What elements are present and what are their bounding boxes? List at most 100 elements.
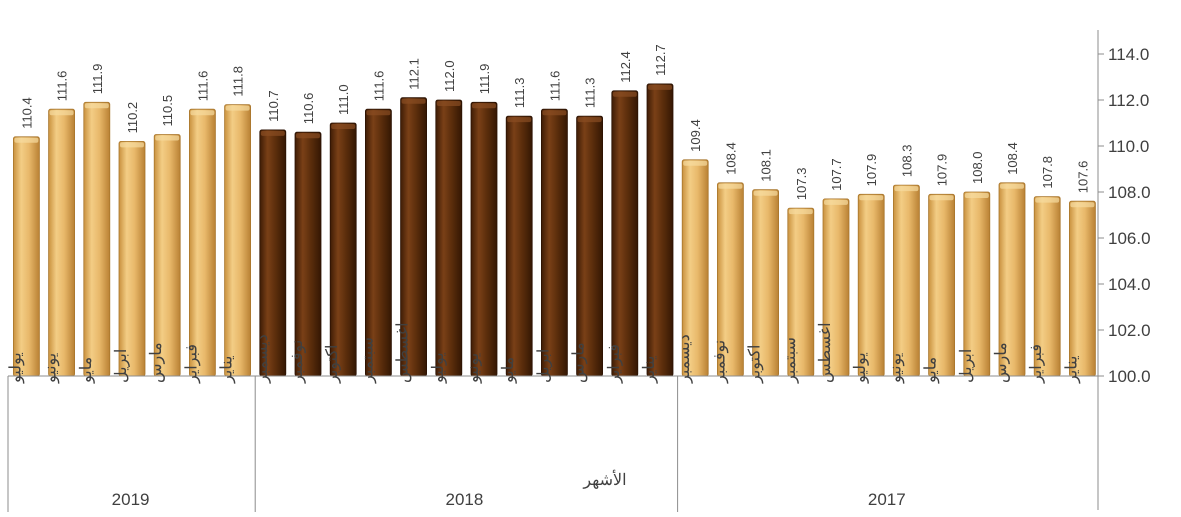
data-label: 108.3 xyxy=(899,145,914,178)
bar-highlight xyxy=(683,160,708,166)
data-label: 110.2 xyxy=(125,102,140,134)
data-label: 111.0 xyxy=(336,84,351,115)
data-label: 107.8 xyxy=(1040,156,1055,189)
data-label: 111.6 xyxy=(371,71,386,102)
bar-highlight xyxy=(401,98,426,104)
bar xyxy=(329,122,357,377)
labels: 100.0 102.0 104.0 106.0 108.0 110.0 112.0 114.0… xyxy=(7,44,1150,509)
data-label: 108.0 xyxy=(970,151,985,184)
bar xyxy=(576,115,603,377)
bar-highlight xyxy=(260,130,285,136)
data-label: 107.9 xyxy=(864,154,879,187)
y-tick-label: 102.0 xyxy=(1108,321,1151,340)
month-label: مايو xyxy=(500,357,517,384)
data-label: 111.8 xyxy=(231,66,246,97)
month-label: ابريل xyxy=(113,349,130,383)
month-label: نوفمبر xyxy=(711,340,728,384)
year-label: 2017 xyxy=(868,490,906,509)
data-label: 111.9 xyxy=(477,64,492,95)
data-label: 110.4 xyxy=(19,97,34,129)
data-label: 108.1 xyxy=(759,149,774,182)
month-label: ديسمبر xyxy=(254,334,271,384)
bar-highlight xyxy=(648,84,672,90)
data-label: 111.3 xyxy=(583,77,598,108)
bar-highlight xyxy=(190,110,215,116)
month-label: ابريل xyxy=(958,349,975,383)
bar-highlight xyxy=(120,142,144,148)
data-label: 111.9 xyxy=(90,64,105,95)
bar-highlight xyxy=(824,199,848,205)
bar xyxy=(893,184,920,377)
bar-highlight xyxy=(859,195,884,201)
bar xyxy=(505,115,533,377)
month-label: اغسطس xyxy=(817,322,834,383)
month-label: ديسمبر xyxy=(676,334,693,384)
month-label: يونيو xyxy=(887,353,904,384)
bar xyxy=(470,101,498,377)
data-label: 107.9 xyxy=(935,154,950,187)
data-label: 112.7 xyxy=(653,44,668,76)
bar xyxy=(1069,200,1096,377)
bar-highlight xyxy=(1070,202,1095,208)
bar xyxy=(118,140,146,377)
month-label: يوليو xyxy=(7,352,24,384)
bar-highlight xyxy=(472,103,496,109)
bar xyxy=(294,131,322,377)
data-label: 110.7 xyxy=(266,90,281,122)
x-axis-title: الأشهر xyxy=(582,470,626,489)
bar-highlight xyxy=(507,117,532,123)
y-tick-label: 106.0 xyxy=(1108,229,1151,248)
month-label: سبتمبر xyxy=(782,337,799,384)
data-label: 111.6 xyxy=(195,71,210,102)
bar xyxy=(963,191,991,377)
month-label: فبراير xyxy=(606,344,623,384)
data-label: 107.7 xyxy=(829,158,844,191)
bar-highlight xyxy=(929,195,954,201)
bar xyxy=(364,108,392,377)
bar xyxy=(224,104,252,377)
y-tick-label: 104.0 xyxy=(1108,275,1151,294)
month-label: يناير xyxy=(219,356,236,384)
y-tick-label: 114.0 xyxy=(1108,45,1149,64)
month-label: مايو xyxy=(923,357,940,384)
bar-highlight xyxy=(84,103,109,109)
bar-highlight xyxy=(14,137,39,143)
bar-highlight xyxy=(49,110,74,116)
y-tick-label: 112.0 xyxy=(1108,91,1149,110)
bar-highlight xyxy=(155,135,180,141)
month-label: اكتوبر xyxy=(747,345,764,384)
month-label: يونيو xyxy=(43,353,60,384)
data-label: 112.4 xyxy=(618,51,633,83)
month-label: يوليو xyxy=(852,352,869,384)
bar xyxy=(83,101,111,377)
data-label: 111.6 xyxy=(547,71,562,102)
year-label: 2018 xyxy=(445,490,483,509)
month-label: مارس xyxy=(993,342,1010,383)
data-label: 111.6 xyxy=(55,71,70,102)
bar-highlight xyxy=(718,183,743,189)
data-label: 107.6 xyxy=(1075,161,1090,194)
data-label: 109.4 xyxy=(688,119,703,152)
month-label: فبراير xyxy=(1028,344,1045,384)
bar-highlight xyxy=(436,101,461,106)
bar-highlight xyxy=(964,193,989,198)
bar xyxy=(611,90,639,377)
bar-highlight xyxy=(1000,183,1024,189)
month-label: اغسطس xyxy=(395,322,412,383)
bar xyxy=(541,108,568,377)
bar-highlight xyxy=(753,190,778,196)
bar-highlight xyxy=(296,133,320,139)
bar-highlight xyxy=(225,105,250,111)
data-label: 110.5 xyxy=(160,95,175,127)
data-label: 107.3 xyxy=(794,168,809,201)
year-label: 2019 xyxy=(112,490,150,509)
y-tick-label: 100.0 xyxy=(1108,367,1151,386)
month-label: سبتمبر xyxy=(359,337,376,384)
y-tick-label: 110.0 xyxy=(1108,137,1149,156)
month-label: يوليو xyxy=(430,352,447,384)
data-label: 112.1 xyxy=(407,58,422,90)
bar xyxy=(857,193,885,377)
month-label: مارس xyxy=(571,342,588,383)
